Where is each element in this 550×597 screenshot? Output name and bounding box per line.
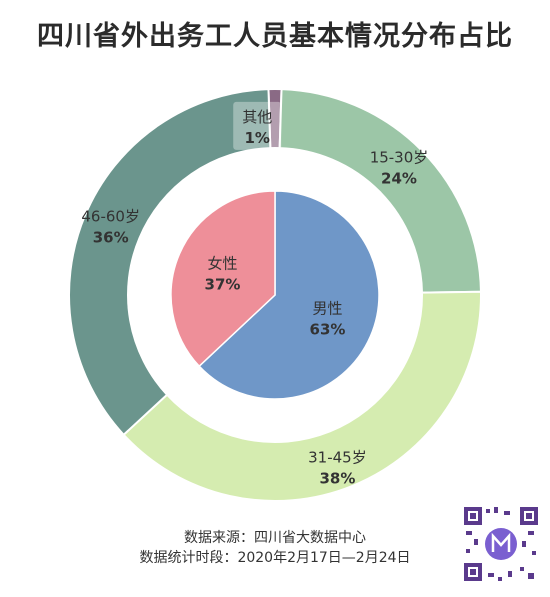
period-line: 数据统计时段：2020年2月17日—2月24日 [139,550,411,566]
gender-percent-1: 37% [205,275,241,293]
age-slice-3 [68,88,272,437]
age-category-2: 31-45岁 [308,448,367,466]
gender-label-1: 女性 37% [205,254,241,293]
data-source: 数据来源：四川省大数据中心 数据统计时段：2020年2月17日—2月24日 [0,528,550,568]
age-category-3: 46-60岁 [81,207,140,225]
gender-label-0: 男性 63% [310,300,346,339]
age-category-1: 15-30岁 [370,149,429,167]
age-label-3: 46-60岁 36% [81,207,140,246]
gender-slice-0 [198,190,380,400]
age-slice-2 [122,290,482,502]
age-category-0: 其他 [242,108,272,126]
source-line: 数据来源：四川省大数据中心 [184,530,366,546]
gender-slice-1 [170,190,276,368]
age-ring [68,88,482,502]
gender-category-0: 男性 [312,300,342,318]
age-percent-3: 36% [93,228,129,246]
age-label-0: 其他 1% [233,101,282,150]
age-percent-0: 1% [244,129,269,147]
age-percent-2: 38% [319,469,355,487]
gender-pie [170,190,380,400]
age-percent-1: 24% [381,170,417,188]
gender-category-1: 女性 [207,254,237,272]
qr-code-icon[interactable] [462,505,540,583]
age-label-box-0 [233,101,282,150]
age-label-2: 31-45岁 38% [308,448,367,487]
chart-title: 四川省外出务工人员基本情况分布占比 [37,21,513,52]
gender-percent-0: 63% [310,321,346,339]
age-label-1: 15-30岁 24% [370,149,429,188]
segment-labels: 其他 1% 15-30岁 24% 31-45岁 38% 46-60岁 36% 男性 63% 女性 37… [81,101,429,487]
